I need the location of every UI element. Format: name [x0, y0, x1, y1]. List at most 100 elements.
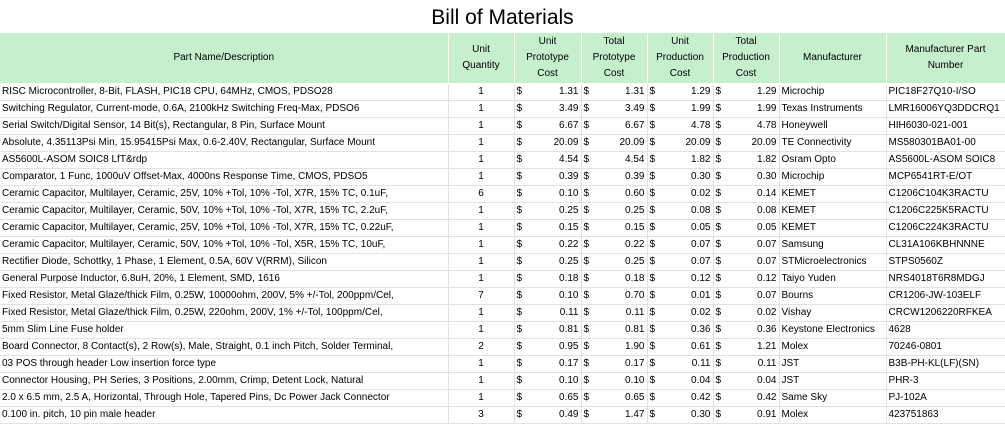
cell-unit-prototype-cost[interactable]: $20.09: [514, 134, 582, 152]
cell-total-prototype-cost[interactable]: $0.11: [581, 304, 648, 322]
cell-manufacturer-part-number[interactable]: C1206C224K3RACTU: [886, 219, 1005, 237]
cell-unit-production-cost[interactable]: $4.78: [647, 117, 714, 135]
cell-total-prototype-cost[interactable]: $0.18: [581, 270, 648, 288]
cell-unit-prototype-cost[interactable]: $0.39: [514, 168, 582, 186]
cell-part-name[interactable]: Ceramic Capacitor, Multilayer, Ceramic, …: [0, 236, 449, 254]
cell-manufacturer-part-number[interactable]: 4628: [886, 321, 1005, 339]
cell-total-production-cost[interactable]: $1.21: [713, 338, 780, 356]
cell-unit-prototype-cost[interactable]: $4.54: [514, 151, 582, 169]
cell-total-production-cost[interactable]: $0.07: [713, 236, 780, 254]
cell-manufacturer-part-number[interactable]: CRCW1206220RFKEA: [886, 304, 1005, 322]
cell-manufacturer-part-number[interactable]: HIH6030-021-001: [886, 117, 1005, 135]
cell-total-prototype-cost[interactable]: $4.54: [581, 151, 648, 169]
cell-unit-prototype-cost[interactable]: $1.31: [514, 83, 582, 101]
cell-total-prototype-cost[interactable]: $0.39: [581, 168, 648, 186]
cell-unit-production-cost[interactable]: $0.02: [647, 185, 714, 203]
cell-unit-prototype-cost[interactable]: $0.15: [514, 219, 582, 237]
cell-unit-prototype-cost[interactable]: $0.65: [514, 389, 582, 407]
cell-unit-quantity[interactable]: 1: [448, 202, 515, 220]
cell-part-name[interactable]: AS5600L-ASOM SOIC8 LfT&rdp: [0, 151, 449, 169]
cell-total-prototype-cost[interactable]: $0.81: [581, 321, 648, 339]
cell-unit-production-cost[interactable]: $0.30: [647, 406, 714, 424]
cell-unit-quantity[interactable]: 1: [448, 168, 515, 186]
cell-manufacturer-part-number[interactable]: NRS4018T6R8MDGJ: [886, 270, 1005, 288]
cell-part-name[interactable]: Switching Regulator, Current-mode, 0.6A,…: [0, 100, 449, 118]
cell-total-production-cost[interactable]: $0.91: [713, 406, 780, 424]
cell-unit-quantity[interactable]: 7: [448, 287, 515, 305]
cell-part-name[interactable]: Rectifier Diode, Schottky, 1 Phase, 1 El…: [0, 253, 449, 271]
cell-unit-quantity[interactable]: 1: [448, 270, 515, 288]
cell-total-prototype-cost[interactable]: $0.17: [581, 355, 648, 373]
cell-part-name[interactable]: Board Connector, 8 Contact(s), 2 Row(s),…: [0, 338, 449, 356]
cell-total-production-cost[interactable]: $0.05: [713, 219, 780, 237]
cell-unit-production-cost[interactable]: $1.29: [647, 83, 714, 101]
cell-total-production-cost[interactable]: $0.08: [713, 202, 780, 220]
cell-total-production-cost[interactable]: $1.82: [713, 151, 780, 169]
cell-unit-prototype-cost[interactable]: $0.81: [514, 321, 582, 339]
cell-unit-production-cost[interactable]: $20.09: [647, 134, 714, 152]
cell-manufacturer[interactable]: Honeywell: [779, 117, 887, 135]
cell-total-prototype-cost[interactable]: $1.90: [581, 338, 648, 356]
cell-unit-quantity[interactable]: 1: [448, 219, 515, 237]
cell-unit-quantity[interactable]: 1: [448, 83, 515, 101]
cell-manufacturer[interactable]: KEMET: [779, 185, 887, 203]
cell-unit-quantity[interactable]: 6: [448, 185, 515, 203]
cell-unit-quantity[interactable]: 1: [448, 304, 515, 322]
cell-manufacturer[interactable]: Molex: [779, 338, 887, 356]
cell-part-name[interactable]: Absolute, 4.35113Psi Min, 15.95415Psi Ma…: [0, 134, 449, 152]
cell-manufacturer-part-number[interactable]: STPS0560Z: [886, 253, 1005, 271]
cell-part-name[interactable]: General Purpose Inductor, 6.8uH, 20%, 1 …: [0, 270, 449, 288]
cell-manufacturer[interactable]: TE Connectivity: [779, 134, 887, 152]
cell-manufacturer-part-number[interactable]: AS5600L-ASOM SOIC8: [886, 151, 1005, 169]
cell-unit-quantity[interactable]: 1: [448, 389, 515, 407]
cell-unit-quantity[interactable]: 1: [448, 100, 515, 118]
header-unit-prototype-cost[interactable]: Unit Prototype Cost: [514, 33, 582, 84]
cell-part-name[interactable]: Ceramic Capacitor, Multilayer, Ceramic, …: [0, 219, 449, 237]
cell-manufacturer[interactable]: Microchip: [779, 168, 887, 186]
cell-total-production-cost[interactable]: $0.11: [713, 355, 780, 373]
cell-total-prototype-cost[interactable]: $1.31: [581, 83, 648, 101]
cell-total-prototype-cost[interactable]: $0.25: [581, 202, 648, 220]
cell-unit-prototype-cost[interactable]: $0.10: [514, 372, 582, 390]
cell-unit-quantity[interactable]: 1: [448, 355, 515, 373]
cell-total-prototype-cost[interactable]: $0.15: [581, 219, 648, 237]
cell-unit-quantity[interactable]: 1: [448, 321, 515, 339]
cell-unit-prototype-cost[interactable]: $0.95: [514, 338, 582, 356]
header-total-production-cost[interactable]: Total Production Cost: [713, 33, 780, 84]
cell-part-name[interactable]: Ceramic Capacitor, Multilayer, Ceramic, …: [0, 202, 449, 220]
cell-unit-production-cost[interactable]: $0.07: [647, 253, 714, 271]
cell-unit-quantity[interactable]: 1: [448, 236, 515, 254]
cell-total-production-cost[interactable]: $0.36: [713, 321, 780, 339]
cell-unit-quantity[interactable]: 1: [448, 117, 515, 135]
cell-total-production-cost[interactable]: $0.02: [713, 304, 780, 322]
cell-part-name[interactable]: 03 POS through header Low insertion forc…: [0, 355, 449, 373]
cell-manufacturer-part-number[interactable]: CL31A106KBHNNNE: [886, 236, 1005, 254]
cell-total-prototype-cost[interactable]: $20.09: [581, 134, 648, 152]
cell-manufacturer[interactable]: Vishay: [779, 304, 887, 322]
cell-manufacturer-part-number[interactable]: LMR16006YQ3DDCRQ1: [886, 100, 1005, 118]
cell-manufacturer-part-number[interactable]: CR1206-JW-103ELF: [886, 287, 1005, 305]
cell-part-name[interactable]: Ceramic Capacitor, Multilayer, Ceramic, …: [0, 185, 449, 203]
cell-total-prototype-cost[interactable]: $0.65: [581, 389, 648, 407]
header-manufacturer-part-number[interactable]: Manufacturer Part Number: [886, 33, 1005, 84]
cell-total-production-cost[interactable]: $1.29: [713, 83, 780, 101]
cell-total-production-cost[interactable]: $0.14: [713, 185, 780, 203]
header-total-prototype-cost[interactable]: Total Prototype Cost: [581, 33, 648, 84]
cell-manufacturer[interactable]: JST: [779, 355, 887, 373]
cell-unit-quantity[interactable]: 1: [448, 253, 515, 271]
cell-manufacturer[interactable]: Bourns: [779, 287, 887, 305]
cell-part-name[interactable]: 5mm Slim Line Fuse holder: [0, 321, 449, 339]
cell-unit-prototype-cost[interactable]: $0.18: [514, 270, 582, 288]
cell-total-prototype-cost[interactable]: $0.22: [581, 236, 648, 254]
cell-unit-production-cost[interactable]: $0.42: [647, 389, 714, 407]
cell-unit-quantity[interactable]: 3: [448, 406, 515, 424]
cell-unit-production-cost[interactable]: $0.11: [647, 355, 714, 373]
cell-unit-quantity[interactable]: 1: [448, 372, 515, 390]
cell-unit-production-cost[interactable]: $1.82: [647, 151, 714, 169]
cell-unit-prototype-cost[interactable]: $0.10: [514, 287, 582, 305]
cell-total-production-cost[interactable]: $4.78: [713, 117, 780, 135]
cell-part-name[interactable]: 0.100 in. pitch, 10 pin male header: [0, 406, 449, 424]
cell-unit-production-cost[interactable]: $0.05: [647, 219, 714, 237]
cell-unit-prototype-cost[interactable]: $0.25: [514, 253, 582, 271]
cell-unit-production-cost[interactable]: $0.61: [647, 338, 714, 356]
